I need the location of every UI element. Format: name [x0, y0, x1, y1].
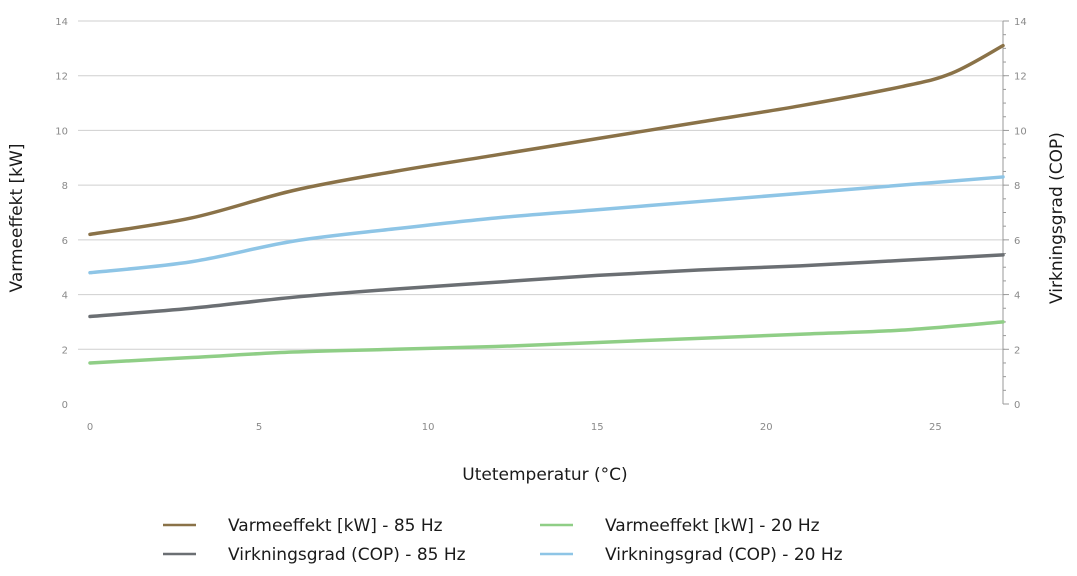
- right-y-tick-label: 14: [1014, 17, 1027, 28]
- series-line-2: [88, 253, 1005, 319]
- right-y-tick-label: 10: [1014, 126, 1027, 137]
- y-tick-label: 8: [62, 181, 68, 192]
- right-y-tick-labels: 0 2 4 6 8 10 12 14: [1014, 17, 1027, 411]
- series-line-3: [88, 175, 1005, 275]
- right-y-tick-label: 4: [1014, 291, 1020, 302]
- y-axis-title: Varmeeffekt [kW]: [7, 144, 27, 293]
- y-tick-label: 4: [62, 291, 68, 302]
- right-y-tick-label: 6: [1014, 236, 1020, 247]
- legend-label-3: Virkningsgrad (COP) - 20 Hz: [605, 545, 843, 565]
- y-tick-label: 2: [62, 345, 68, 356]
- series-line-1: [88, 320, 1005, 365]
- x-tick-label: 20: [760, 422, 773, 433]
- x-tick-label: 10: [422, 422, 435, 433]
- gridlines: [78, 20, 1009, 405]
- right-y-tick-label: 0: [1014, 400, 1020, 411]
- legend: Varmeeffekt [kW] - 85 Hz Varmeeffekt [kW]…: [163, 516, 843, 565]
- y-tick-label: 14: [55, 17, 68, 28]
- right-y-tick-label: 12: [1014, 72, 1027, 83]
- x-tick-label: 25: [929, 422, 942, 433]
- x-tick-label: 5: [256, 422, 262, 433]
- y-tick-label: 6: [62, 236, 68, 247]
- x-axis-title: Utetemperatur (°C): [462, 465, 627, 485]
- right-y-axis-title: Virkningsgrad (COP): [1047, 132, 1067, 304]
- legend-label-2: Virkningsgrad (COP) - 85 Hz: [228, 545, 466, 565]
- y-tick-label: 0: [62, 400, 68, 411]
- x-tick-label: 0: [87, 422, 93, 433]
- x-tick-label: 15: [591, 422, 604, 433]
- legend-label-0: Varmeeffekt [kW] - 85 Hz: [228, 516, 443, 536]
- y-tick-labels: 0 2 4 6 8 10 12 14: [55, 17, 68, 411]
- right-y-tick-label: 8: [1014, 181, 1020, 192]
- series-line-0: [88, 43, 1005, 237]
- legend-label-1: Varmeeffekt [kW] - 20 Hz: [605, 516, 820, 536]
- x-tick-labels: 0 5 10 15 20 25: [87, 422, 942, 433]
- series-lines: [88, 43, 1005, 365]
- right-y-tick-label: 2: [1014, 345, 1020, 356]
- y-tick-label: 10: [55, 126, 68, 137]
- y-tick-label: 12: [55, 72, 68, 83]
